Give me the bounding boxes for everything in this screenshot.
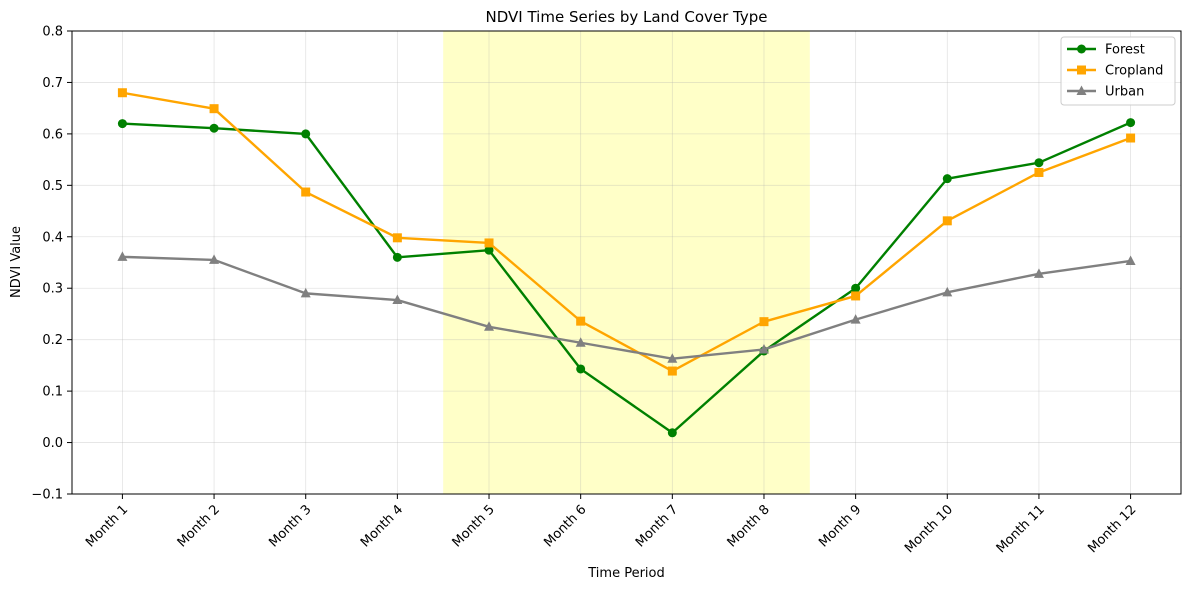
highlight-region (443, 31, 810, 494)
urban-point (1033, 268, 1044, 278)
forest-point (301, 129, 311, 139)
cropland-point (576, 316, 586, 326)
cropland-line (122, 91, 1132, 373)
x-axis-title: Time Period (587, 566, 664, 581)
y-tick-label: −0.1 (31, 488, 63, 503)
urban-point (758, 343, 769, 354)
forest-point (576, 364, 586, 374)
series-cropland (117, 88, 1136, 376)
urban-point (209, 254, 220, 264)
forest-point (392, 252, 402, 262)
legend-cropland-label: Cropland (1105, 64, 1163, 79)
y-tick-label: 0.8 (42, 25, 63, 40)
cropland-point (851, 291, 861, 301)
urban-line (122, 255, 1131, 360)
y-tick-label: 0.6 (42, 127, 63, 142)
chart-title: NDVI Time Series by Land Cover Type (486, 8, 768, 26)
urban-point (850, 314, 861, 324)
cropland-point (1126, 133, 1136, 143)
cropland-point (1034, 167, 1044, 177)
legend-forest-label: Forest (1105, 43, 1145, 58)
forest-point (484, 245, 494, 255)
y-tick-label: 0.2 (42, 333, 63, 348)
urban-point (392, 294, 403, 305)
cropland-point (117, 88, 127, 98)
urban-point (667, 353, 678, 363)
urban-point (484, 321, 495, 331)
cropland-point (942, 216, 952, 226)
legend-forest-marker (1077, 44, 1086, 54)
cropland-point (301, 187, 311, 197)
cropland-point (667, 366, 677, 376)
cropland-point (759, 317, 769, 327)
y-tick-label: 0.5 (42, 179, 63, 194)
urban-point (575, 337, 586, 347)
urban-point (117, 251, 128, 261)
y-tick-label: 0.7 (42, 76, 63, 91)
forest-point (942, 174, 952, 184)
urban-point (1125, 255, 1136, 265)
forest-line (122, 121, 1132, 434)
legend-urban-label: Urban (1105, 85, 1144, 100)
legend-urban-marker (1076, 85, 1087, 95)
forest-point (667, 428, 677, 438)
urban-point (942, 286, 953, 297)
y-tick-label: 0.0 (42, 436, 63, 451)
cropland-point (484, 238, 494, 248)
y-tick-label: 0.1 (42, 385, 63, 400)
legend-cropland-marker (1077, 65, 1086, 75)
series-layer (117, 88, 1136, 438)
series-urban (117, 251, 1136, 363)
legend-box (1060, 36, 1176, 106)
highlight-layer (443, 31, 810, 494)
y-tick-label: 0.4 (42, 230, 63, 245)
y-tick-label: 0.3 (42, 282, 63, 297)
plot-frame (71, 30, 1182, 495)
urban-point (300, 287, 311, 298)
y-axis-title: NDVI Value (9, 226, 24, 298)
forest-point (209, 123, 219, 133)
forest-point (851, 283, 861, 293)
forest-point (117, 119, 127, 129)
forest-point (1034, 158, 1044, 168)
legend: Forest Cropland Urban (1060, 36, 1176, 106)
forest-point (1126, 118, 1136, 128)
cropland-point (392, 233, 402, 243)
cropland-point (209, 104, 219, 114)
